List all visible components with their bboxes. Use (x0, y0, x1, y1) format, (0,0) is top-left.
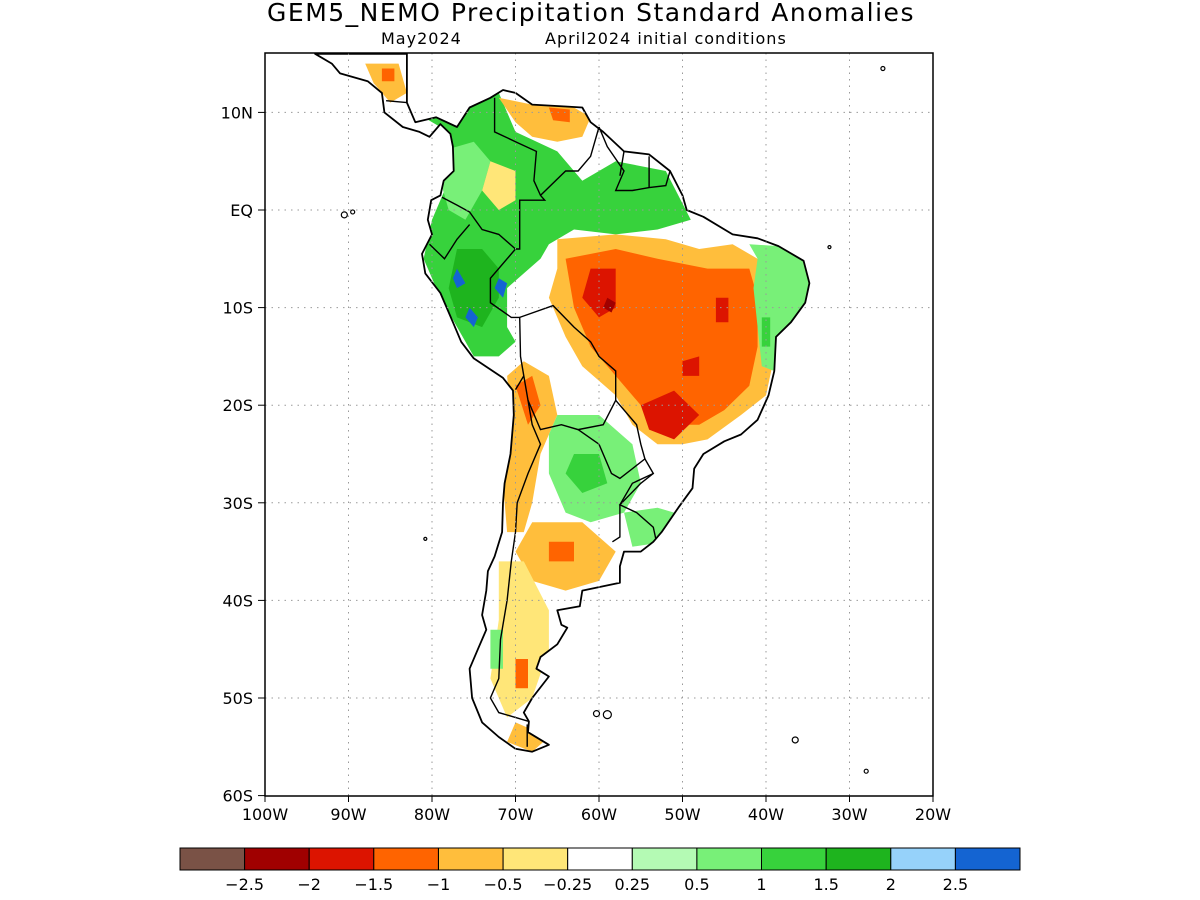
colorbar-label: −1 (427, 875, 451, 894)
south-sandwich-island (863, 768, 869, 774)
initial-conditions: April2024 initial conditions (545, 29, 787, 48)
border-ecuador-peru (429, 224, 471, 260)
colorbar-swatch (954, 847, 1021, 871)
colorbar-label: 1.5 (813, 875, 838, 894)
colorbar-label: 2.5 (943, 875, 968, 894)
colorbar (179, 847, 1021, 871)
field-patagonia (490, 561, 549, 718)
longitude-tick-label: 80W (414, 805, 450, 824)
colorbar-swatch (179, 847, 246, 871)
border-venezuela-brazil (540, 126, 600, 196)
field-peru-blue-1 (452, 268, 466, 289)
field-colombia-dry (482, 161, 516, 210)
anomaly-field (315, 53, 810, 752)
field-bahia-core (715, 297, 729, 323)
colorbar-label: 0.25 (614, 875, 650, 894)
colorbar-swatch (308, 847, 375, 871)
latitude-tick-label: 10S (222, 299, 253, 318)
colorbar-swatch (631, 847, 698, 871)
colorbar-swatch (244, 847, 310, 871)
field-east-coast-dark (761, 317, 771, 347)
border-peru-brazil-bolivia (489, 248, 525, 390)
border-colombia-ecuador-peru (441, 196, 516, 250)
gridlines (265, 53, 933, 796)
longitude-tick-label: 30W (831, 805, 867, 824)
field-uruguay (624, 507, 675, 547)
latitude-labels: 10N EQ 10S 20S 30S 40S 50S 60S (221, 103, 265, 806)
longitude-tick-label: 100W (242, 805, 289, 824)
field-central-america-core (381, 68, 395, 82)
latitude-tick-label: 40S (222, 591, 253, 610)
longitude-tick-label: 40W (748, 805, 784, 824)
colorbar-label: −0.5 (484, 875, 523, 894)
field-parana-core (640, 390, 700, 440)
galapagos-island (340, 211, 348, 219)
colorbar-swatch (502, 847, 569, 871)
colorbar-swatch (761, 847, 827, 871)
colorbar-label: −1.5 (354, 875, 393, 894)
field-venezuela-core (548, 107, 570, 123)
latitude-tick-label: 20S (222, 396, 253, 415)
longitude-tick-label: 70W (497, 805, 533, 824)
longitude-tick-label: 60W (581, 805, 617, 824)
border-colombia-venezuela (493, 97, 547, 250)
colorbar-swatch (696, 847, 763, 871)
border-chile-argentina (489, 400, 542, 723)
field-peru-blue-2 (465, 307, 478, 328)
colorbar-swatch (438, 847, 504, 871)
border-argentina-brazil-uruguay (612, 458, 655, 543)
border-guyana-suriname (619, 151, 625, 176)
longitude-labels: 100W 90W 80W 70W 60W 50W 40W 30W 20W (242, 796, 951, 824)
latitude-tick-label: 10N (221, 103, 253, 122)
field-goias-core (682, 356, 700, 376)
colorbar-label: 0.5 (684, 875, 709, 894)
border-paraguay (577, 399, 646, 480)
map-title: GEM5_NEMO Precipitation Standard Anomali… (267, 0, 915, 27)
field-mato-grosso-extreme (603, 297, 616, 313)
colorbar-swatch (825, 847, 892, 871)
fernando-de-noronha-island (827, 244, 832, 250)
field-tierra-del-fuego (507, 722, 549, 752)
south-georgia-island (791, 736, 799, 744)
border-guianas (598, 126, 671, 192)
colorbar-label: −2 (297, 875, 321, 894)
colorbar-label: 1 (756, 875, 766, 894)
border-central-america (386, 100, 407, 104)
field-andes-dry (503, 361, 558, 533)
galapagos-island (350, 209, 356, 215)
juan-fernandez-island (423, 536, 428, 542)
field-pampas-core (548, 541, 574, 562)
colorbar-swatch (373, 847, 439, 871)
colorbar-swatch (567, 847, 633, 871)
latitude-tick-label: 60S (222, 787, 253, 806)
border-brazil-uruguay (618, 472, 657, 540)
cape-verde-island (880, 65, 886, 72)
latitude-tick-label: 50S (222, 689, 253, 708)
colorbar-labels: −2.5 −2 −1.5 −1 −0.5 −0.25 0.25 0.5 1 1.5 2 2.5 (225, 875, 968, 894)
colorbar-label: 2 (886, 875, 896, 894)
longitude-tick-label: 90W (330, 805, 366, 824)
latitude-tick-label: EQ (230, 201, 253, 220)
field-patagonia-core (515, 659, 528, 689)
falkland-island (592, 710, 601, 718)
field-central-america (365, 63, 407, 103)
coastlines (314, 53, 886, 774)
forecast-month: May2024 (381, 29, 462, 48)
coastline (314, 53, 811, 753)
longitude-tick-label: 20W (915, 805, 951, 824)
colorbar-swatch (890, 847, 956, 871)
field-venezuela (498, 97, 591, 142)
colorbar-label: −2.5 (225, 875, 264, 894)
latitude-tick-label: 30S (222, 494, 253, 513)
field-peru-blue-3 (494, 278, 508, 298)
colorbar-label: −0.25 (543, 875, 592, 894)
falkland-island (602, 709, 612, 720)
longitude-tick-label: 50W (664, 805, 700, 824)
field-argentina-north-dark (565, 454, 608, 493)
